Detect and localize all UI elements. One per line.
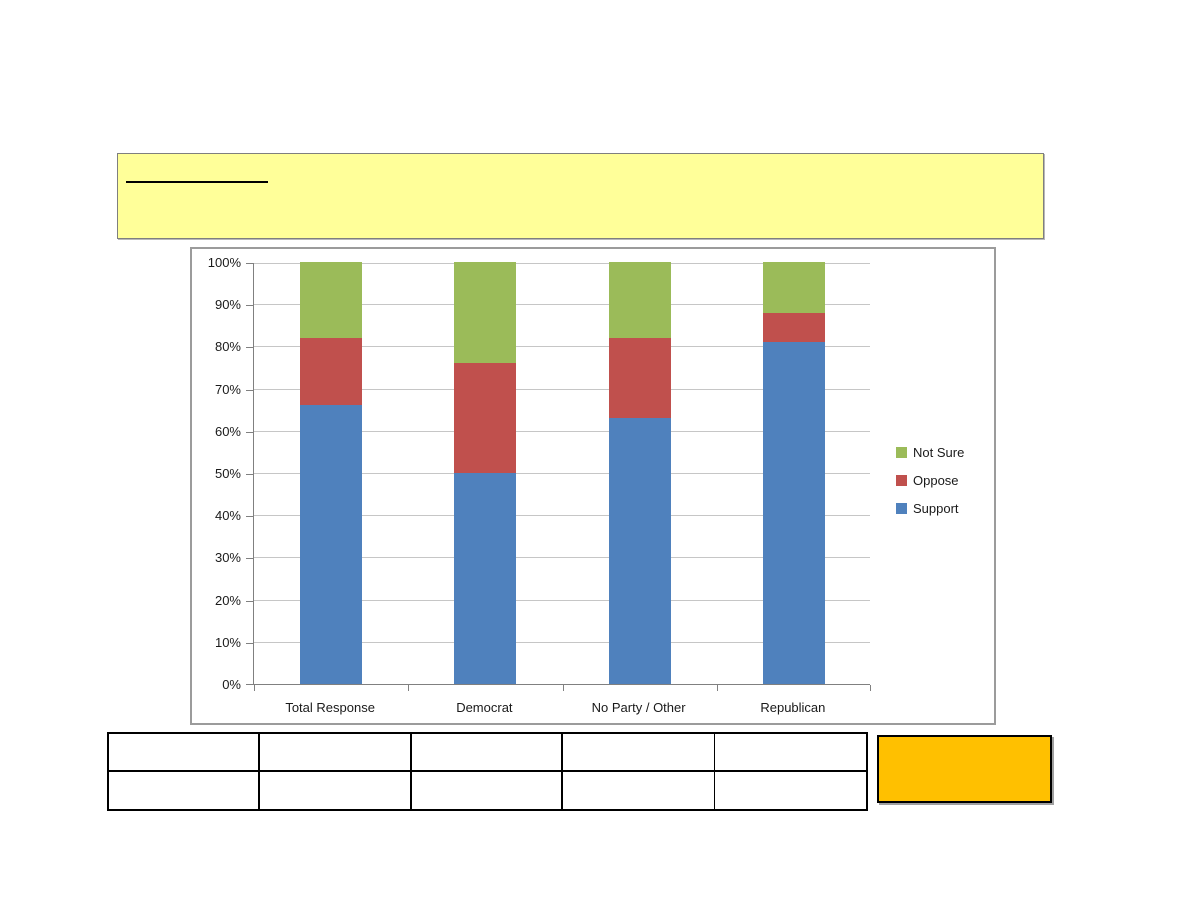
bar-segment-support [300, 405, 363, 684]
x-category-label: No Party / Other [591, 700, 686, 715]
table-cell [260, 771, 412, 809]
gridline [254, 557, 870, 559]
table-cell [714, 734, 866, 772]
bar-segment-support [608, 418, 671, 684]
bar-segment-oppose [762, 312, 825, 343]
bar-segment-not-sure [300, 262, 363, 338]
legend-label: Not Sure [913, 445, 965, 460]
bar-segment-not-sure [608, 262, 671, 338]
highlight-banner [117, 153, 1044, 239]
bar-segment-oppose [300, 337, 363, 406]
x-tick [408, 685, 410, 691]
legend-item: Not Sure [896, 445, 964, 460]
y-tick-label: 70% [214, 381, 241, 397]
legend-item: Oppose [896, 473, 964, 488]
x-category-label: Republican [760, 700, 826, 715]
x-category-label: Democrat [456, 700, 513, 715]
x-tick [870, 685, 871, 691]
y-tick-label: 0% [222, 677, 241, 692]
bar-segment-not-sure [454, 262, 517, 364]
gridline [254, 430, 870, 432]
gridline [254, 515, 870, 517]
x-tick [254, 685, 255, 691]
y-tick [246, 558, 254, 560]
table-cell [411, 734, 564, 772]
bar-segment-support [454, 473, 517, 684]
gridline [254, 641, 870, 643]
table-cell [412, 771, 564, 809]
y-tick-label: 30% [214, 550, 241, 566]
legend-label: Support [913, 501, 959, 516]
x-tick [562, 685, 564, 691]
y-tick [246, 389, 254, 391]
legend-label: Oppose [913, 473, 959, 488]
x-tick [716, 685, 718, 691]
bar-segment-support [762, 342, 825, 684]
table-cell [563, 771, 715, 809]
y-tick-label: 40% [214, 508, 241, 524]
y-tick [246, 642, 254, 644]
y-tick-label: 90% [214, 297, 241, 313]
y-tick-label: 60% [214, 423, 241, 439]
y-tick-label: 20% [214, 592, 241, 608]
plot-area [246, 262, 871, 691]
y-tick [246, 516, 254, 518]
y-tick [246, 263, 254, 264]
y-tick-label: 100% [207, 255, 241, 270]
y-tick-label: 80% [214, 339, 241, 355]
gridline [254, 388, 870, 390]
gridline [254, 473, 870, 474]
stacked-bar-chart: Not Sure Oppose Support 0% 10% 20% 30% 40% 50% 6… [190, 247, 996, 725]
y-tick [246, 347, 254, 349]
y-tick [246, 431, 254, 433]
y-tick [246, 305, 254, 307]
y-tick [246, 600, 254, 602]
legend-swatch-icon [896, 475, 907, 486]
y-tick-label: 10% [214, 634, 241, 650]
legend-item: Support [896, 501, 964, 516]
gridline [254, 346, 870, 348]
table-cell [260, 734, 412, 772]
data-table [107, 732, 868, 811]
table-cell [715, 772, 866, 810]
bar-segment-oppose [608, 337, 671, 419]
table-cell [563, 734, 715, 772]
table-cell [109, 771, 261, 809]
bar-segment-oppose [454, 363, 517, 473]
chart-legend: Not Sure Oppose Support [896, 445, 964, 516]
gridline [254, 263, 870, 264]
gridline [254, 599, 870, 601]
x-category-label: Total Response [285, 700, 375, 715]
bar-segment-not-sure [762, 262, 825, 313]
table-cell [109, 734, 261, 772]
y-tick [246, 684, 254, 685]
highlight-box [877, 735, 1052, 803]
legend-swatch-icon [896, 503, 907, 514]
y-tick [246, 474, 254, 475]
banner-blank-line [126, 181, 268, 183]
y-tick-label: 50% [214, 466, 241, 481]
legend-swatch-icon [896, 447, 907, 458]
gridline [254, 304, 870, 306]
